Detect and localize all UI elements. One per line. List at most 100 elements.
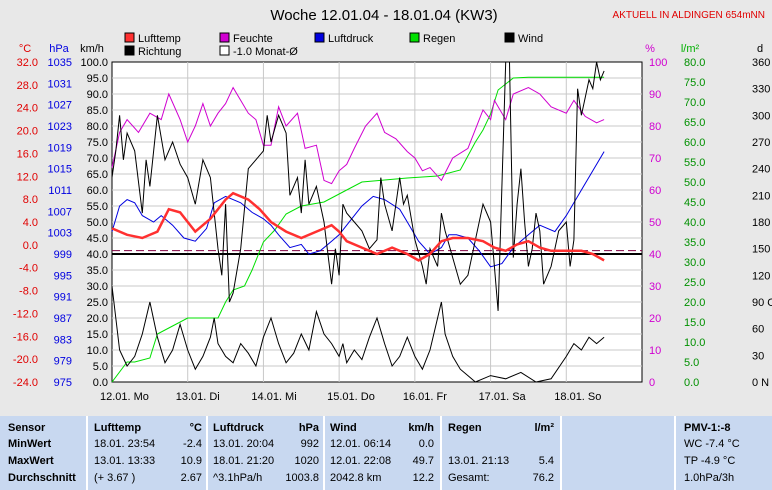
pressure-tick-label: 1031: [48, 78, 72, 90]
pressure-tick-label: 1019: [48, 142, 72, 154]
legend-swatch: [124, 45, 135, 56]
wind-tick-label: 100.0: [80, 57, 108, 69]
lufttemp-avg-value: 2.67: [180, 472, 202, 484]
legend-swatch: [124, 32, 135, 43]
regen-total-value: 76.2: [532, 472, 554, 484]
rain-tick-label: 45.0: [684, 197, 705, 209]
temp-tick-label: 0.0: [23, 240, 38, 252]
luftdruck-trend: ^3.1hPa/h: [213, 472, 263, 484]
temp-tick-label: 12.0: [17, 171, 38, 183]
pmv-column: PMV-1:-8 WC -7.4 °C TP -4.9 °C 1.0hPa/3h: [684, 416, 770, 490]
wind-tick-label: 95.0: [87, 73, 108, 85]
regen-header: Regen: [448, 422, 482, 434]
legend-swatch: [219, 45, 230, 56]
temp-tick-label: -12.0: [13, 308, 38, 320]
axis-labels: 32.0 28.0 24.0 20.0 16.0 12.0 8.0 4.0 0.0 -4.0 -8.…: [13, 57, 772, 389]
wind-tick-label: 80.0: [87, 121, 108, 133]
sensor-column: Sensor MinWert MaxWert Durchschnitt: [8, 416, 84, 490]
x-tick-label: 15.01. Do: [327, 391, 375, 403]
series-richtung: [111, 61, 605, 311]
legend-swatch: [409, 32, 420, 43]
luftdruck-min-time: 13.01. 20:04: [213, 438, 275, 450]
pressure-tick-label: 991: [54, 292, 72, 304]
humidity-tick-label: 90: [649, 89, 661, 101]
legend: Lufttemp Feuchte Luftdruck Regen Wind Richtun…: [124, 32, 543, 58]
lufttemp-max-time: 13.01. 13:33: [94, 455, 156, 467]
separator: [560, 416, 562, 490]
lufttemp-unit: °C: [189, 422, 202, 434]
humidity-tick-label: 30: [649, 281, 661, 293]
temp-tick-label: -20.0: [13, 354, 38, 366]
station-label: AKTUELL IN ALDINGEN 654mNN: [613, 10, 765, 21]
humidity-tick-label: 100: [649, 57, 667, 69]
pressure-tick-label: 983: [54, 334, 72, 346]
rain-tick-label: 75.0: [684, 77, 705, 89]
rain-tick-label: 50.0: [684, 177, 705, 189]
sensor-row-min: MinWert: [8, 438, 52, 450]
humidity-tick-label: 50: [649, 217, 661, 229]
legend-label: Feuchte: [233, 33, 273, 45]
wind-max-time: 12.01. 22:08: [330, 455, 392, 467]
temp-tick-label: 8.0: [23, 194, 38, 206]
separator: [206, 416, 208, 490]
x-tick-label: 13.01. Di: [176, 391, 220, 403]
wind-tick-label: 30.0: [87, 281, 108, 293]
series-luftdruck: [111, 151, 605, 268]
lufttemp-header: Lufttemp: [94, 422, 142, 434]
temp-tick-label: -4.0: [19, 263, 38, 275]
direction-tick-label: 0 N: [752, 377, 769, 389]
regen-column: Regen l/m² 13.01. 21:13 5.4 Gesamt: 76.2: [448, 416, 556, 490]
temp-tick-label: -8.0: [19, 286, 38, 298]
x-tick-label: 17.01. Sa: [479, 391, 527, 403]
x-tick-label: 14.01. Mi: [251, 391, 296, 403]
rain-tick-label: 25.0: [684, 277, 705, 289]
dewpoint: TP -4.9 °C: [684, 455, 736, 467]
pressure-tick-label: 999: [54, 249, 72, 261]
wind-tick-label: 10.0: [87, 345, 108, 357]
rain-tick-label: 55.0: [684, 157, 705, 169]
sensor-header: Sensor: [8, 422, 46, 434]
luftdruck-header: Luftdruck: [213, 422, 264, 434]
direction-tick-label: 120: [752, 270, 770, 282]
pressure-tick-label: 1007: [48, 206, 72, 218]
wind-tick-label: 0.0: [93, 377, 108, 389]
pressure-tick-label: 1003: [48, 228, 72, 240]
wind-tick-label: 40.0: [87, 249, 108, 261]
separator: [674, 416, 676, 490]
humidity-tick-label: 80: [649, 121, 661, 133]
temp-tick-label: 24.0: [17, 103, 38, 115]
sensor-row-max: MaxWert: [8, 455, 54, 467]
legend-swatch: [314, 32, 325, 43]
wind-tick-label: 55.0: [87, 201, 108, 213]
luftdruck-max-time: 18.01. 21:20: [213, 455, 275, 467]
chart-title: Woche 12.01.04 - 18.01.04 (KW3): [270, 7, 497, 24]
temp-tick-label: 16.0: [17, 148, 38, 160]
wind-distance: 2042.8 km: [330, 472, 382, 484]
lufttemp-avg-note: (+ 3.67 ): [94, 472, 136, 484]
wind-tick-label: 50.0: [87, 217, 108, 229]
temp-tick-label: 4.0: [23, 217, 38, 229]
unit-labels: °C hPa km/h% l/m² d: [19, 43, 763, 55]
wind-tick-label: 70.0: [87, 153, 108, 165]
wind-tick-label: 85.0: [87, 105, 108, 117]
wind-tick-label: 65.0: [87, 169, 108, 181]
unit-humidity: %: [645, 43, 655, 55]
direction-tick-label: 360 N: [752, 57, 772, 69]
rain-tick-label: 65.0: [684, 117, 705, 129]
rain-tick-label: 80.0: [684, 57, 705, 69]
wind-tick-label: 20.0: [87, 313, 108, 325]
luftdruck-unit: hPa: [298, 422, 319, 434]
luftdruck-min-value: 992: [300, 438, 319, 450]
unit-wind: km/h: [80, 43, 104, 55]
legend-label: -1.0 Monat-Ø: [233, 46, 298, 58]
wind-tick-label: 35.0: [87, 265, 108, 277]
humidity-tick-label: 0: [649, 377, 655, 389]
unit-direction: d: [757, 43, 763, 55]
x-axis-labels: 12.01. Mo 13.01. Di 14.01. Mi 15.01. Do 16.0…: [100, 391, 601, 403]
lufttemp-max-value: 10.9: [180, 455, 202, 467]
grid: [112, 62, 642, 382]
wind-avg-value: 12.2: [412, 472, 434, 484]
lufttemp-min-value: -2.4: [183, 438, 202, 450]
wind-tick-label: 25.0: [87, 297, 108, 309]
rain-tick-label: 35.0: [684, 237, 705, 249]
